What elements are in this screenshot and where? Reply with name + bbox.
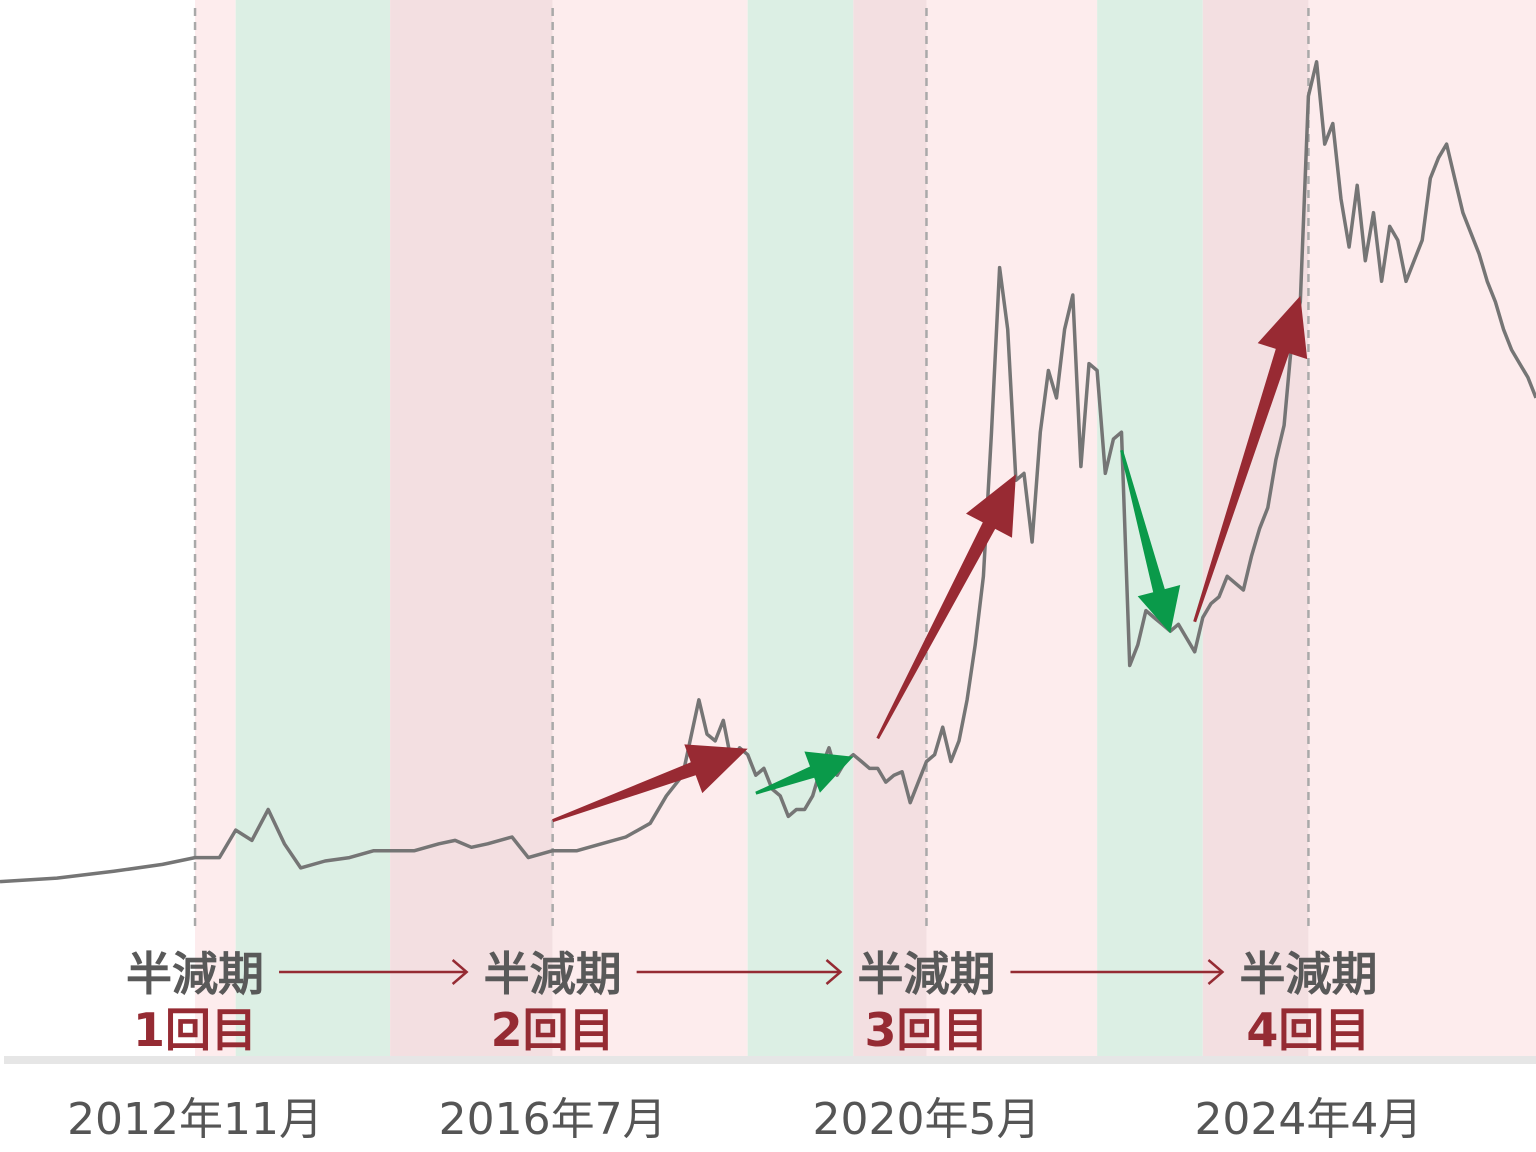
- phase-band-pre-halving: [390, 0, 553, 1056]
- halving-title-2: 半減期: [484, 947, 622, 1001]
- halving-count-3: 3回目: [864, 1003, 988, 1057]
- halving-connector-arrowhead-2: [825, 959, 843, 985]
- phase-band-post-halving: [195, 0, 236, 1056]
- halving-connector-arrowhead-1: [451, 959, 469, 985]
- price-line: [0, 60, 1536, 884]
- phase-band-pre-halving: [853, 0, 927, 1056]
- phase-band-decline: [747, 0, 854, 1056]
- phase-band-none: [0, 0, 196, 1056]
- halving-date-label-4: 2024年4月: [1194, 1094, 1422, 1145]
- phase-bands: [0, 0, 1536, 1056]
- phase-band-post-halving: [552, 0, 748, 1056]
- halving-title-1: 半減期: [126, 947, 264, 1001]
- down-trend-arrow-4: [1120, 449, 1181, 634]
- halving-count-4: 4回目: [1246, 1003, 1370, 1057]
- halving-date-label-3: 2020年5月: [812, 1094, 1040, 1145]
- date-tick-labels: 2012年11月 2016年7月 2020年5月 2024年4月: [67, 1094, 1422, 1145]
- price-line-group: [0, 60, 1536, 884]
- halving-title-3: 半減期: [857, 947, 995, 1001]
- phase-band-decline: [1097, 0, 1203, 1056]
- halving-count-1: 1回目: [133, 1003, 257, 1057]
- up-trend-arrow-5: [1193, 295, 1308, 623]
- halving-title-4: 半減期: [1239, 947, 1377, 1001]
- phase-band-decline: [235, 0, 391, 1056]
- halving-count-2: 2回目: [491, 1003, 615, 1057]
- up-trend-arrow-3: [876, 474, 1016, 740]
- trend-arrows: [552, 295, 1308, 823]
- up-trend-arrow-1: [552, 744, 748, 823]
- down-trend-arrow-2: [755, 751, 854, 795]
- phase-band-post-halving: [1308, 0, 1536, 1056]
- halving-date-label-2: 2016年7月: [439, 1094, 667, 1145]
- phase-band-pre-halving: [1202, 0, 1309, 1056]
- halving-date-label-1: 2012年11月: [67, 1094, 323, 1145]
- halving-connector-arrowhead-3: [1207, 959, 1225, 985]
